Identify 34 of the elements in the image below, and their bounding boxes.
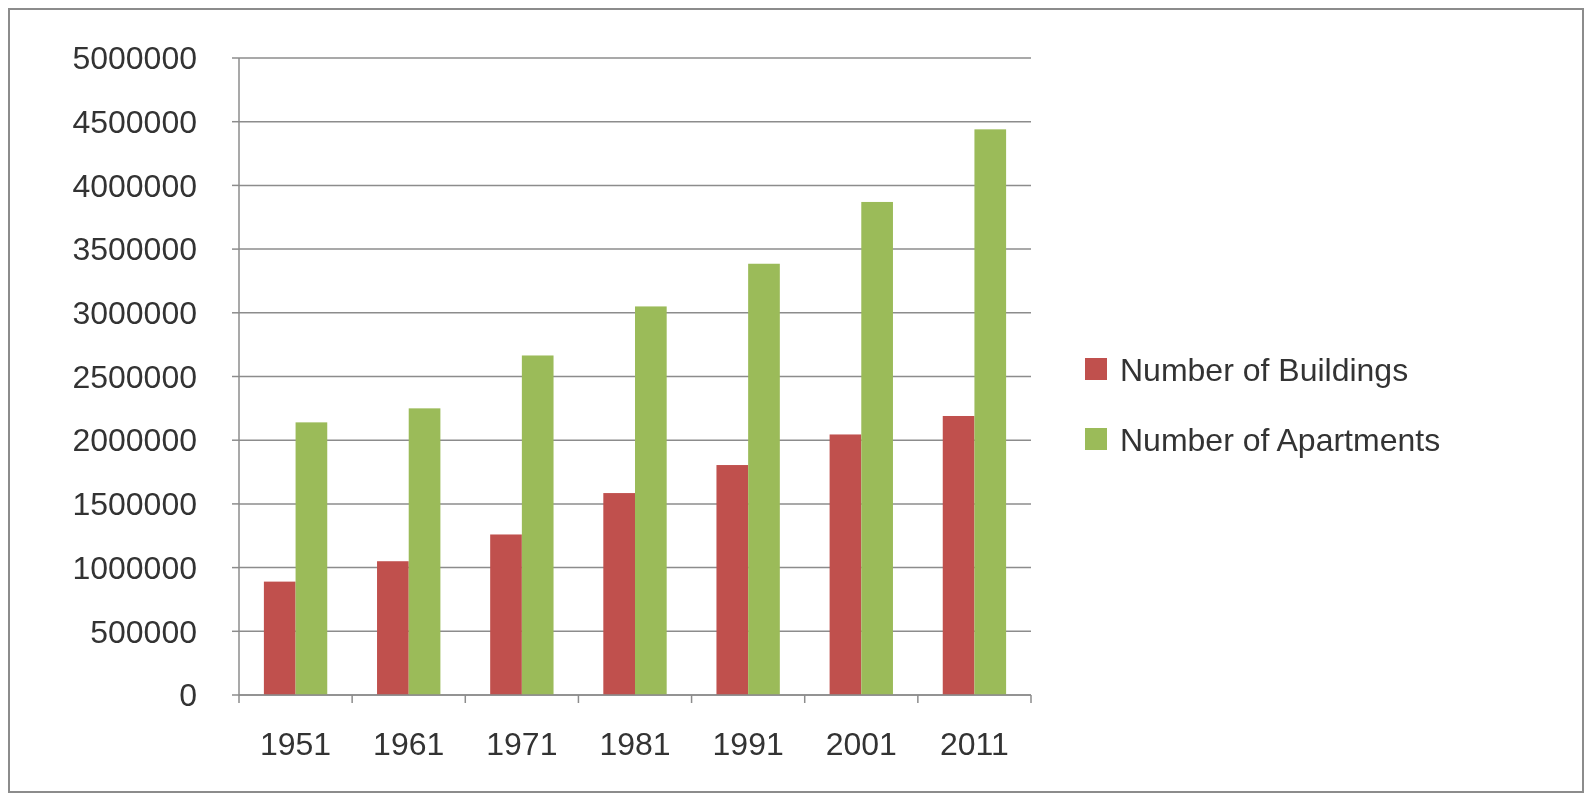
bar	[295, 422, 328, 695]
bar	[716, 465, 749, 695]
x-tick-label: 1961	[373, 726, 445, 762]
bar	[263, 581, 296, 695]
y-tick-label: 0	[179, 677, 197, 714]
bar	[829, 434, 862, 695]
y-tick-label: 2000000	[72, 422, 197, 459]
y-tick-label: 4500000	[72, 103, 197, 140]
bar	[603, 493, 635, 695]
bar	[942, 415, 975, 695]
y-tick-label: 500000	[90, 613, 197, 650]
legend-label: Number of Buildings	[1120, 352, 1409, 389]
bar	[635, 306, 667, 695]
bar	[861, 201, 893, 695]
legend-label: Number of Apartments	[1120, 422, 1441, 459]
x-tick-label: 2001	[825, 726, 897, 762]
x-tick-label: 1991	[712, 726, 784, 762]
y-tick-label: 5000000	[72, 40, 197, 77]
bar	[408, 408, 441, 695]
bar	[490, 534, 522, 695]
y-tick-label: 2500000	[72, 358, 197, 395]
bar	[521, 355, 554, 695]
bar	[748, 263, 780, 695]
x-tick-label: 1981	[599, 726, 671, 762]
bar	[974, 129, 1007, 695]
x-tick-label: 1971	[486, 726, 558, 762]
x-tick-label: 1951	[259, 726, 332, 762]
bar	[377, 561, 409, 695]
y-tick-label: 1000000	[72, 549, 197, 586]
y-tick-label: 3000000	[72, 295, 197, 331]
y-tick-label: 1500000	[72, 486, 197, 523]
x-tick-label: 2011	[940, 726, 1009, 762]
y-tick-label: 4000000	[72, 167, 197, 204]
y-tick-label: 3500000	[72, 231, 197, 268]
